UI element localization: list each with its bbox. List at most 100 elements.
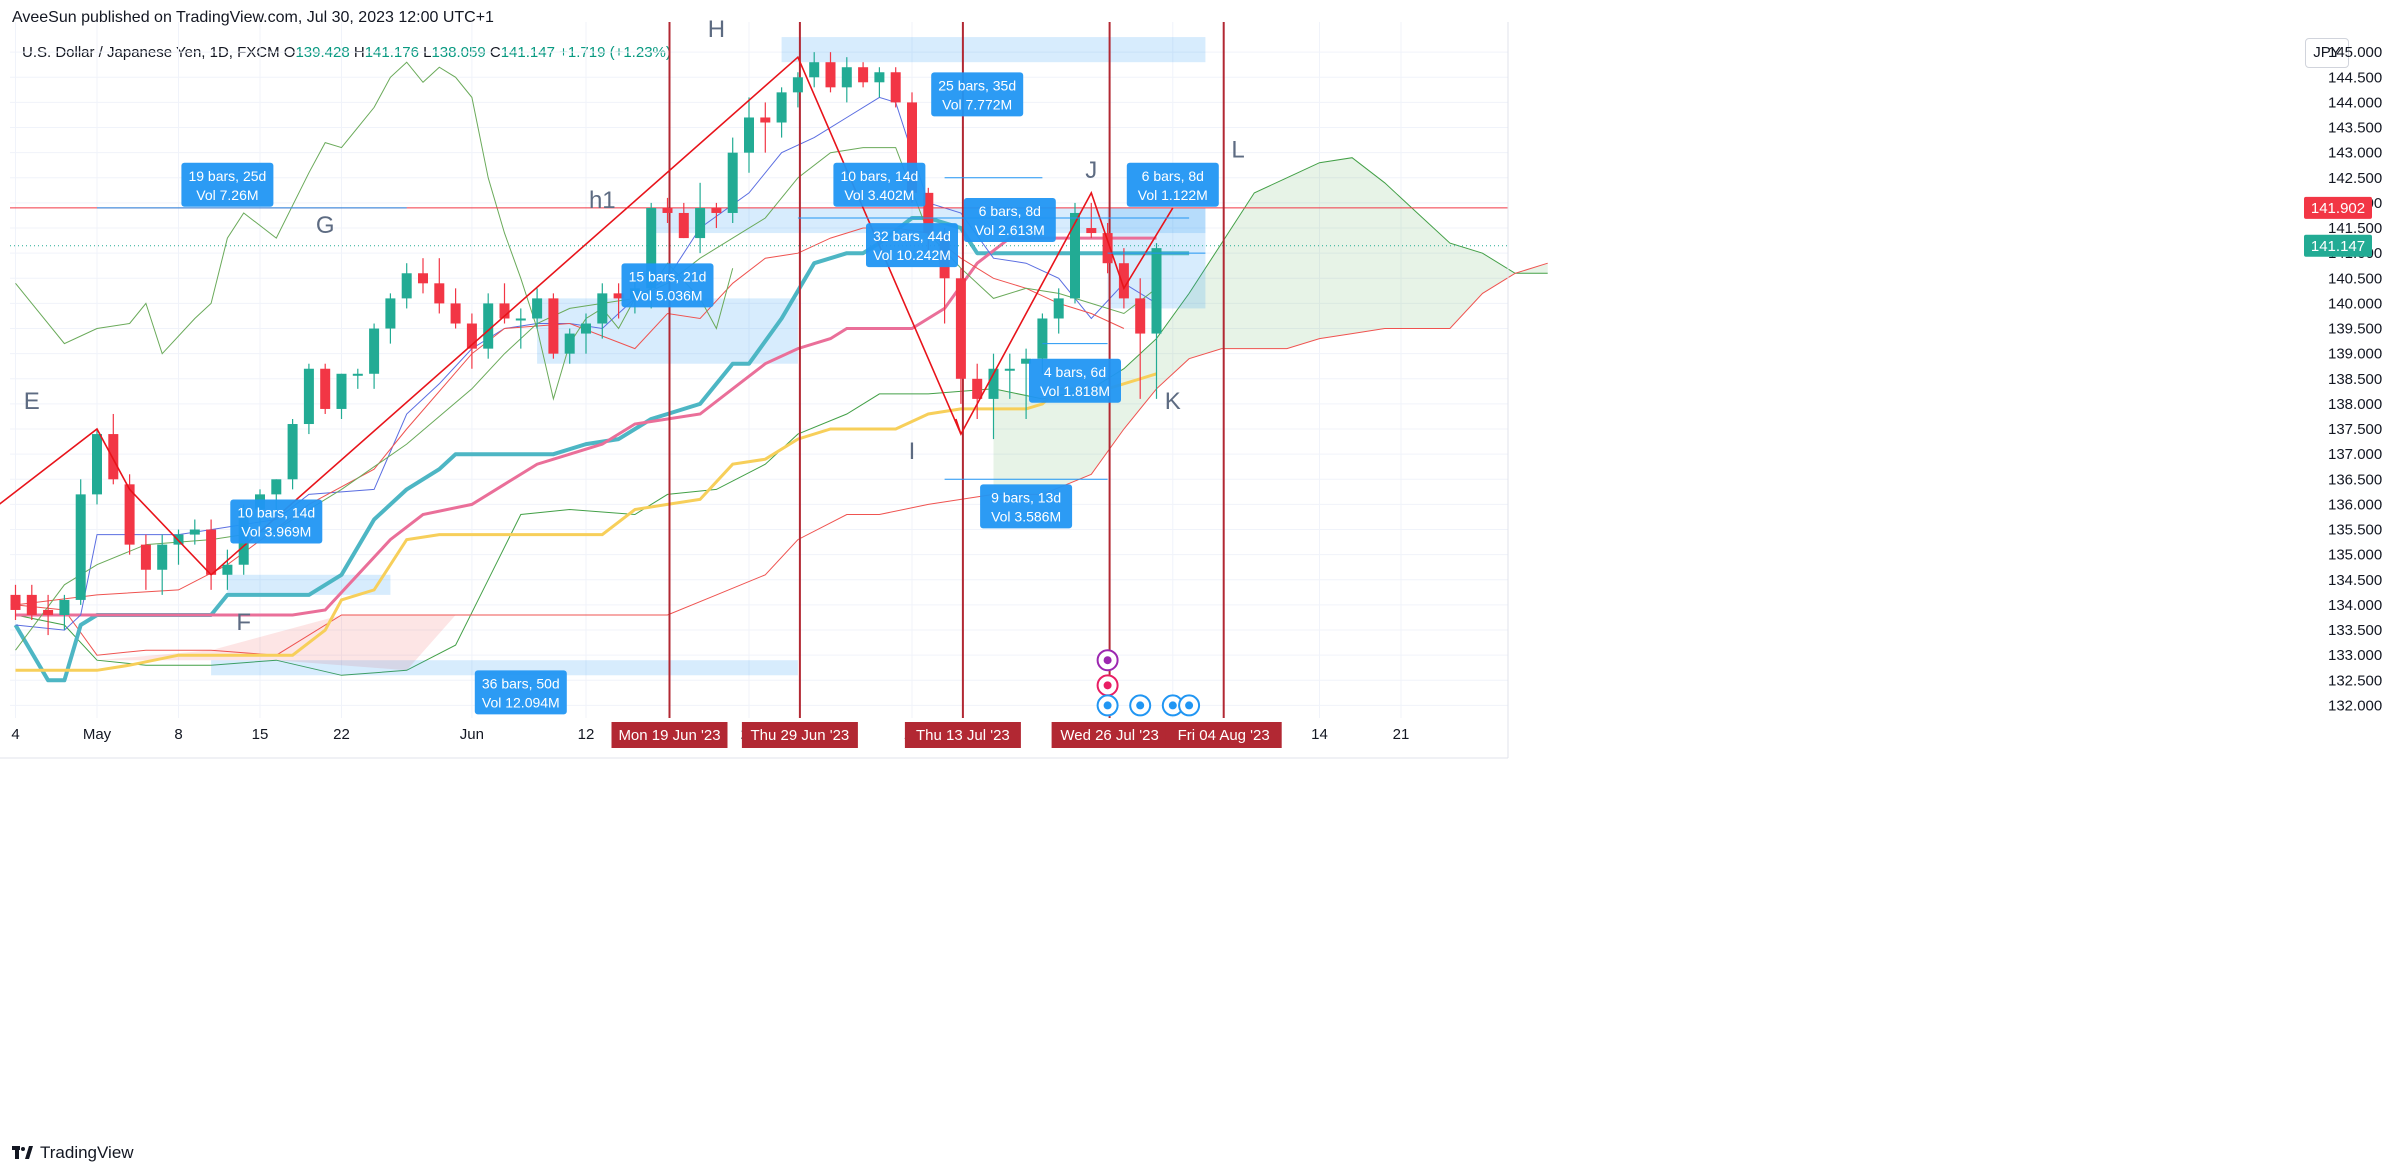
ma-yellow-line — [15, 372, 1157, 672]
range-label-box — [866, 223, 958, 268]
candle-body — [809, 62, 820, 78]
range-label-line2: Vol 2.613M — [975, 222, 1045, 238]
date-flag-label: Fri 04 Aug '23 — [1178, 727, 1270, 744]
candle-body — [157, 544, 168, 570]
date-flag-label: Thu 29 Jun '23 — [751, 727, 850, 744]
span-b-line — [15, 262, 1548, 656]
range-label-box — [621, 263, 714, 308]
candle-body — [450, 303, 461, 324]
candle — [92, 429, 102, 505]
candle — [727, 137, 738, 224]
candle-body — [189, 529, 200, 535]
date-flag: Fri 04 Aug '23 — [1165, 722, 1282, 748]
candle — [613, 283, 624, 319]
time-tick-label: 14 — [1311, 726, 1328, 743]
candle — [1118, 248, 1129, 309]
tradingview-logo-icon — [12, 1146, 33, 1159]
candle-body — [955, 278, 966, 379]
price-tick-label: 135.500 — [2328, 522, 2382, 539]
range-box — [537, 298, 798, 364]
candle-body — [760, 117, 771, 123]
range-label-box — [980, 484, 1073, 529]
candle — [10, 584, 21, 621]
price-axis[interactable]: 132.000 132.500 133.000 133.500 134.000 134.5… — [1507, 22, 2382, 758]
candle — [303, 363, 314, 435]
candle — [776, 87, 787, 138]
candle-body — [434, 283, 445, 304]
candle — [955, 268, 966, 404]
price-tick-label: 143.000 — [2328, 145, 2382, 162]
candle-body — [874, 72, 885, 83]
candle-body — [1070, 212, 1080, 299]
range-label-line1: 4 bars, 6d — [1044, 364, 1106, 380]
candle-body — [1118, 263, 1129, 299]
footer-brand: TradingView — [40, 1143, 134, 1162]
candle — [222, 549, 233, 590]
candle — [1102, 223, 1113, 274]
candle-body — [825, 62, 836, 88]
candle-body — [483, 303, 494, 349]
price-tick-label: 144.000 — [2328, 94, 2382, 111]
range-label-line2: Vol 3.586M — [991, 508, 1061, 524]
price-tick-label: 140.000 — [2328, 295, 2382, 312]
date-flag: Thu 13 Jul '23 — [904, 722, 1021, 748]
chikou-line — [15, 61, 734, 401]
event-icon — [1096, 674, 1119, 697]
candle — [418, 258, 428, 294]
range-label-box — [1126, 162, 1219, 207]
candle-body — [1004, 368, 1015, 371]
candle-body — [564, 333, 575, 354]
range-label-line1: 6 bars, 8d — [979, 203, 1041, 219]
candle — [59, 594, 70, 631]
time-axis[interactable]: 4May81522Jun122610Aug1421Mon 19 Jun '23T… — [0, 722, 1508, 759]
candle-body — [271, 479, 282, 495]
candle — [466, 313, 477, 369]
candle-body — [988, 368, 999, 399]
price-tick-label: 144.500 — [2328, 69, 2382, 86]
candle — [1151, 243, 1162, 399]
range-label-line2: Vol 7.26M — [196, 187, 258, 203]
candle-body — [972, 378, 983, 399]
candle — [206, 519, 217, 590]
price-tag: 141.902 — [2304, 196, 2372, 219]
range-box — [227, 574, 391, 595]
range-measure-label: 9 bars, 13d Vol 3.586M — [980, 484, 1073, 529]
range-label-line1: 10 bars, 14d — [237, 505, 315, 521]
wave-label-e: E — [24, 388, 40, 415]
range-label-line1: 36 bars, 50d — [482, 675, 560, 691]
candle — [874, 67, 885, 98]
candle — [320, 363, 331, 414]
range-label-line1: 25 bars, 35d — [938, 77, 1016, 93]
event-icon-dot — [1136, 701, 1145, 710]
candle-body — [515, 318, 526, 321]
candle — [43, 594, 54, 636]
candle — [1086, 202, 1097, 239]
tradingview-footer: TradingView — [12, 1143, 134, 1163]
candle-body — [1037, 318, 1048, 359]
candle — [1070, 202, 1080, 304]
candle — [662, 197, 673, 224]
candle-body — [744, 117, 754, 153]
candle — [711, 202, 722, 229]
candle-body — [401, 273, 412, 299]
date-flag-label: Wed 26 Jul '23 — [1060, 727, 1158, 744]
price-tick-label: 134.500 — [2328, 572, 2382, 589]
candle-body — [532, 298, 543, 319]
range-label-line2: Vol 1.818M — [1040, 383, 1110, 399]
candle-body — [1135, 298, 1146, 334]
time-tick-label: 4 — [11, 726, 19, 743]
candle-body — [1053, 298, 1064, 319]
currency-button[interactable]: JPY — [2305, 38, 2349, 68]
wave-label-l: L — [1231, 137, 1244, 164]
candle-body — [108, 434, 119, 480]
candle-body — [581, 323, 591, 334]
price-tick-label: 136.000 — [2328, 496, 2382, 513]
date-flag: Thu 29 Jun '23 — [741, 722, 858, 748]
price-tick-label: 141.500 — [2328, 220, 2382, 237]
event-icons — [1096, 649, 1201, 717]
candle-body — [26, 594, 37, 615]
elliott-wave-path — [0, 55, 1174, 576]
range-labels: 19 bars, 25d Vol 7.26M 10 bars, 14d Vol 3.9… — [181, 72, 1219, 715]
event-icon — [1096, 694, 1119, 717]
